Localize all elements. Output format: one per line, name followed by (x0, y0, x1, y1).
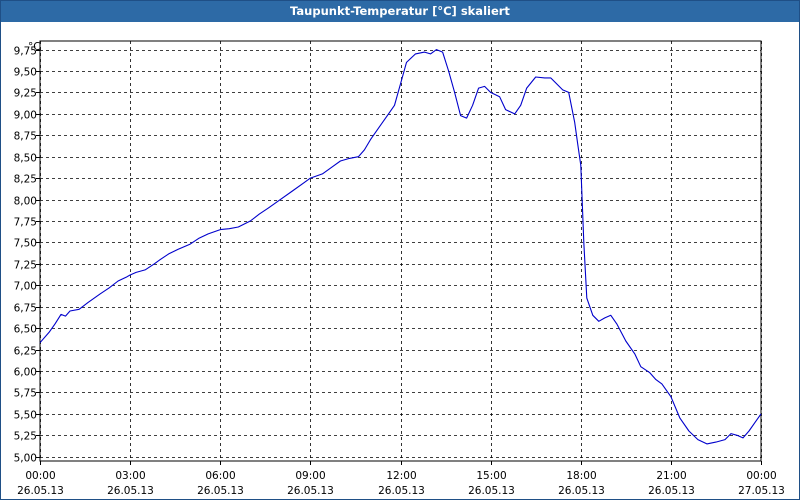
x-tick-date: 26.05.13 (17, 485, 64, 497)
x-tick-date: 26.05.13 (197, 485, 244, 497)
x-tick-date: 26.05.13 (107, 485, 154, 497)
y-tick-label: 9,25 (14, 88, 37, 100)
x-tick-time: 18:00 (566, 470, 596, 482)
y-axis-unit: °C (28, 41, 41, 53)
y-tick-label: 8,50 (14, 153, 37, 165)
x-tick-date: 26.05.13 (648, 485, 695, 497)
x-tick-date: 26.05.13 (468, 485, 515, 497)
y-tick-label: 8,25 (14, 174, 37, 186)
y-tick-label: 7,75 (14, 217, 37, 229)
x-axis: 00:00 26.05.13 03:00 26.05.13 06:00 26.05.13 0… (17, 461, 785, 497)
grid-lines (40, 41, 762, 461)
window-title: Taupunkt-Temperatur [°C] skaliert (1, 1, 799, 22)
series-line (39, 49, 762, 445)
y-axis: 5,00 5,25 5,50 5,75 6,00 6,25 6,50 6,75 7,00 7,25… (14, 46, 40, 465)
y-tick-label: 6,00 (14, 367, 37, 379)
x-tick-date: 26.05.13 (558, 485, 605, 497)
y-tick-label: 5,00 (14, 453, 37, 465)
y-tick-label: 9,75 (14, 46, 37, 58)
x-tick-date: 26.05.13 (287, 485, 334, 497)
y-tick-label: 5,25 (14, 431, 37, 443)
plot-area (40, 41, 761, 461)
y-tick-label: 9,50 (14, 67, 37, 79)
y-tick-label: 7,25 (14, 260, 37, 272)
y-tick-label: 6,50 (14, 324, 37, 336)
y-tick-label: 8,75 (14, 131, 37, 143)
y-tick-label: 8,00 (14, 196, 37, 208)
y-tick-label: 7,50 (14, 238, 37, 250)
plot-frame (39, 40, 762, 462)
x-tick-time: 09:00 (295, 470, 325, 482)
y-tick-label: 5,75 (14, 388, 37, 400)
x-tick-time: 21:00 (656, 470, 686, 482)
x-tick-time: 06:00 (205, 470, 235, 482)
x-tick-time: 15:00 (476, 470, 506, 482)
y-tick-label: 9,00 (14, 110, 37, 122)
x-tick-time: 00:00 (746, 470, 776, 482)
y-tick-label: 6,75 (14, 303, 37, 315)
x-tick-time: 12:00 (386, 470, 416, 482)
y-tick-label: 6,25 (14, 346, 37, 358)
y-tick-label: 5,50 (14, 410, 37, 422)
x-tick-time: 00:00 (25, 470, 55, 482)
x-tick-date: 27.05.13 (738, 485, 785, 497)
x-tick-time: 03:00 (115, 470, 145, 482)
y-tick-label: 7,00 (14, 281, 37, 293)
x-tick-date: 26.05.13 (378, 485, 425, 497)
